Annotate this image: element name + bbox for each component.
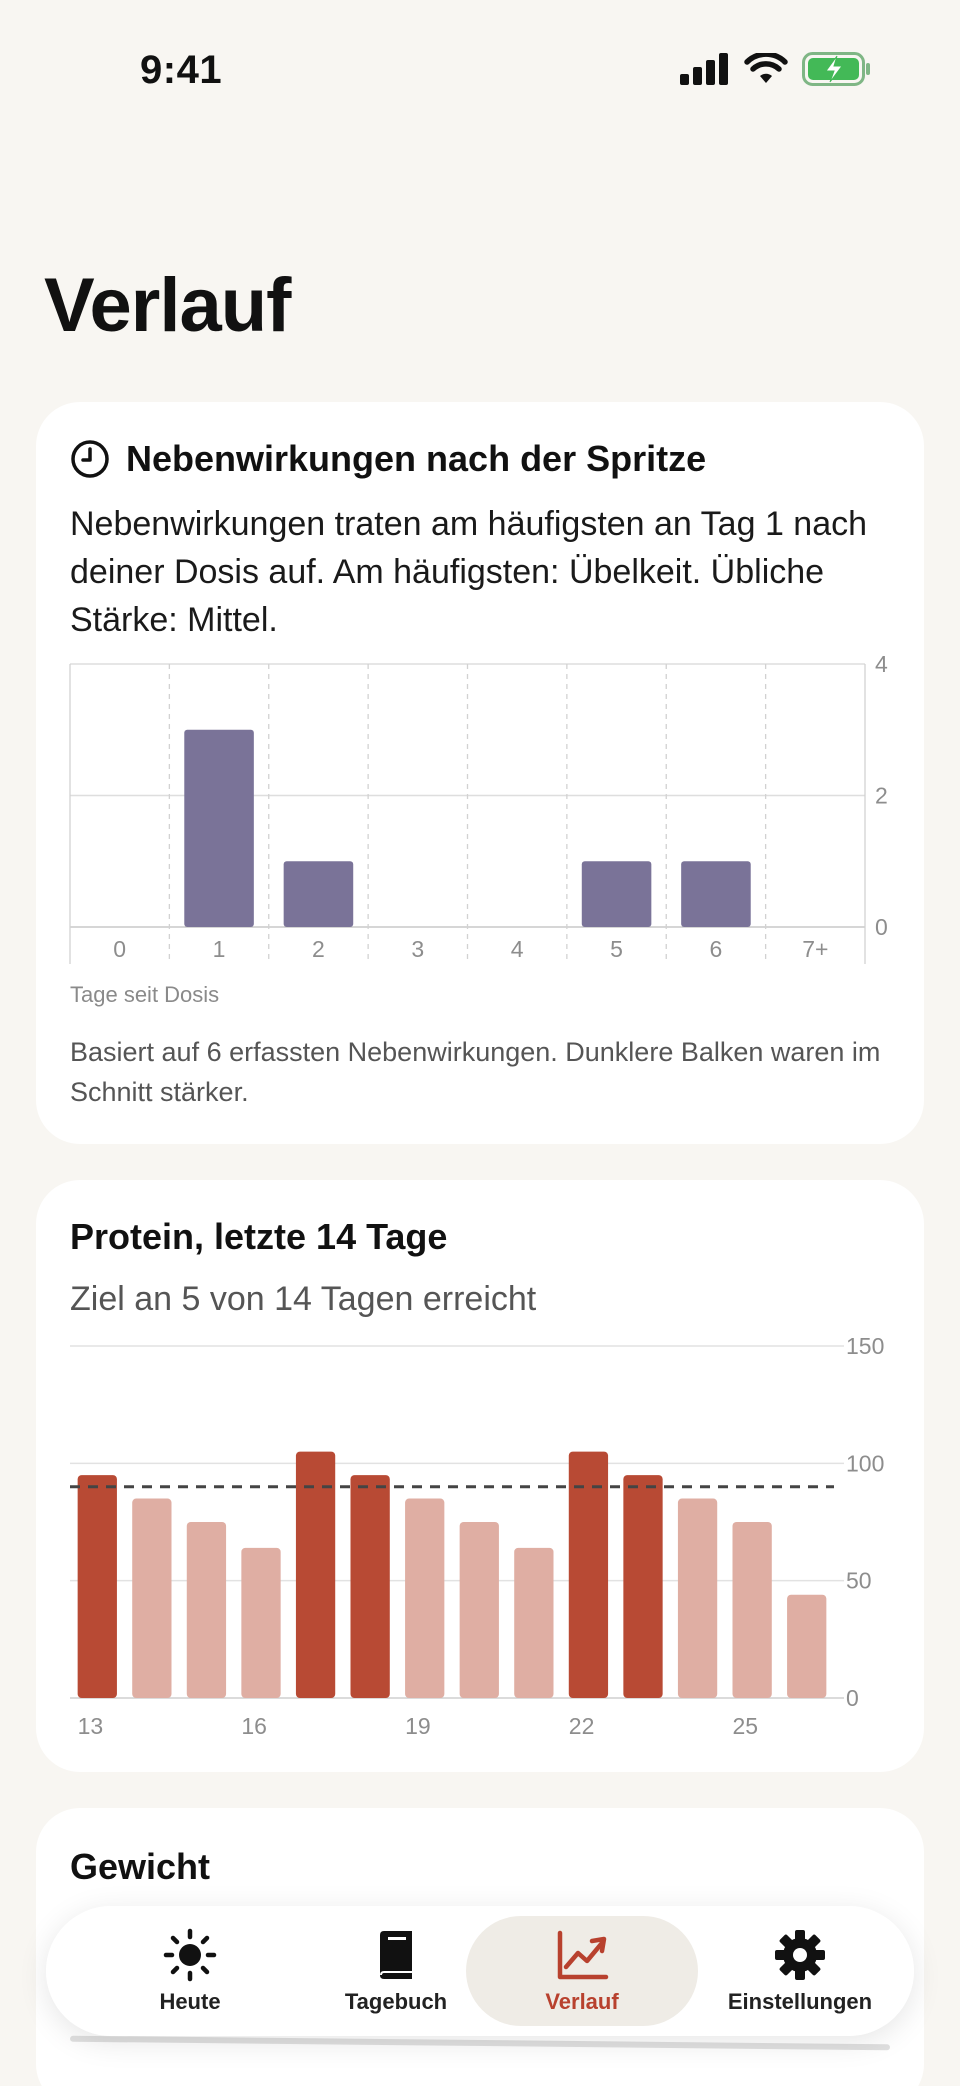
x-tick-label: 6 bbox=[710, 936, 723, 962]
x-tick-label: 3 bbox=[411, 936, 424, 962]
cellular-signal-icon bbox=[680, 53, 728, 85]
protein-subtitle: Ziel an 5 von 14 Tagen erreicht bbox=[70, 1280, 537, 1318]
bar bbox=[568, 1451, 609, 1698]
bar bbox=[514, 1547, 554, 1698]
wifi-icon bbox=[744, 53, 788, 83]
weight-title: Gewicht bbox=[70, 1846, 211, 1887]
x-tick-label: 0 bbox=[113, 936, 126, 962]
x-axis-caption: Tage seit Dosis bbox=[70, 982, 220, 1007]
trend-chart-icon bbox=[554, 1927, 610, 1983]
book-icon bbox=[368, 1927, 424, 1983]
bar bbox=[77, 1475, 117, 1698]
tab-label: Verlauf bbox=[545, 1989, 619, 2014]
clock-icon bbox=[71, 440, 109, 478]
x-tick-label: 4 bbox=[511, 936, 524, 962]
bar bbox=[184, 729, 254, 927]
x-tick-label: 7+ bbox=[802, 936, 828, 962]
protein-header: Protein, letzte 14 Tage bbox=[70, 1216, 447, 1258]
side-effects-chart: 0 2 4 0 1 2 3 4 5 6 7+ bbox=[69, 651, 888, 964]
side-effects-title: Nebenwirkungen nach der Spritze bbox=[126, 438, 707, 479]
bar bbox=[732, 1522, 772, 1698]
bar bbox=[405, 1498, 445, 1698]
x-tick-label: 25 bbox=[732, 1713, 758, 1739]
status-bar: 9:41 bbox=[0, 0, 960, 140]
bar bbox=[787, 1594, 827, 1698]
protein-title: Protein, letzte 14 Tage bbox=[70, 1216, 448, 1257]
x-tick-label: 19 bbox=[405, 1713, 431, 1739]
gear-icon bbox=[772, 1927, 828, 1983]
bar bbox=[677, 1498, 718, 1698]
x-tick-label: 13 bbox=[78, 1713, 104, 1739]
x-tick-label: 22 bbox=[569, 1713, 595, 1739]
protein-card: Protein, letzte 14 Tage Ziel an 5 von 14… bbox=[36, 1180, 924, 1772]
tab-heute[interactable]: Heute bbox=[90, 1916, 290, 2026]
bar bbox=[623, 1475, 663, 1698]
side-effects-header: Nebenwirkungen nach der Spritze bbox=[70, 438, 706, 480]
x-tick-label: 5 bbox=[610, 936, 623, 962]
bar bbox=[295, 1451, 336, 1698]
tab-einstellungen[interactable]: Einstellungen bbox=[700, 1916, 900, 2026]
x-tick-label: 16 bbox=[241, 1713, 267, 1739]
y-tick-label: 2 bbox=[875, 783, 888, 809]
y-tick-label: 4 bbox=[875, 651, 888, 677]
tab-bar: Heute Tagebuch Verlauf bbox=[46, 1906, 914, 2036]
bar bbox=[681, 861, 751, 927]
y-tick-label: 150 bbox=[846, 1333, 884, 1359]
battery-charging-icon bbox=[802, 52, 870, 86]
y-tick-label: 100 bbox=[846, 1450, 884, 1476]
status-icons bbox=[680, 52, 872, 86]
side-effects-description: Nebenwirkungen traten am häufigsten an T… bbox=[70, 505, 868, 639]
x-tick-label: 1 bbox=[213, 936, 226, 962]
status-time: 9:41 bbox=[140, 48, 223, 92]
y-tick-label: 0 bbox=[846, 1685, 859, 1711]
bar bbox=[459, 1522, 499, 1698]
tab-verlauf[interactable]: Verlauf bbox=[466, 1916, 698, 2026]
tab-label: Heute bbox=[159, 1989, 221, 2014]
bar bbox=[283, 861, 354, 927]
y-tick-label: 50 bbox=[846, 1568, 872, 1594]
bar bbox=[350, 1475, 390, 1698]
bar bbox=[241, 1547, 281, 1698]
side-effects-card: Nebenwirkungen nach der Spritze Nebenwir… bbox=[36, 402, 924, 1144]
side-effects-footnote: Basiert auf 6 erfassten Nebenwirkungen. … bbox=[70, 1037, 881, 1107]
bar bbox=[132, 1498, 172, 1698]
protein-chart: 0 50 100 150 13 16 19 22 25 bbox=[70, 1333, 884, 1739]
y-tick-label: 0 bbox=[875, 914, 888, 940]
tab-label: Einstellungen bbox=[727, 1989, 873, 2014]
tab-label: Tagebuch bbox=[344, 1989, 448, 2014]
bar bbox=[186, 1522, 227, 1698]
bar bbox=[581, 861, 652, 927]
tab-tagebuch[interactable]: Tagebuch bbox=[296, 1916, 496, 2026]
sun-icon bbox=[162, 1927, 218, 1983]
x-tick-label: 2 bbox=[312, 936, 325, 962]
page-title: Verlauf bbox=[44, 263, 291, 348]
